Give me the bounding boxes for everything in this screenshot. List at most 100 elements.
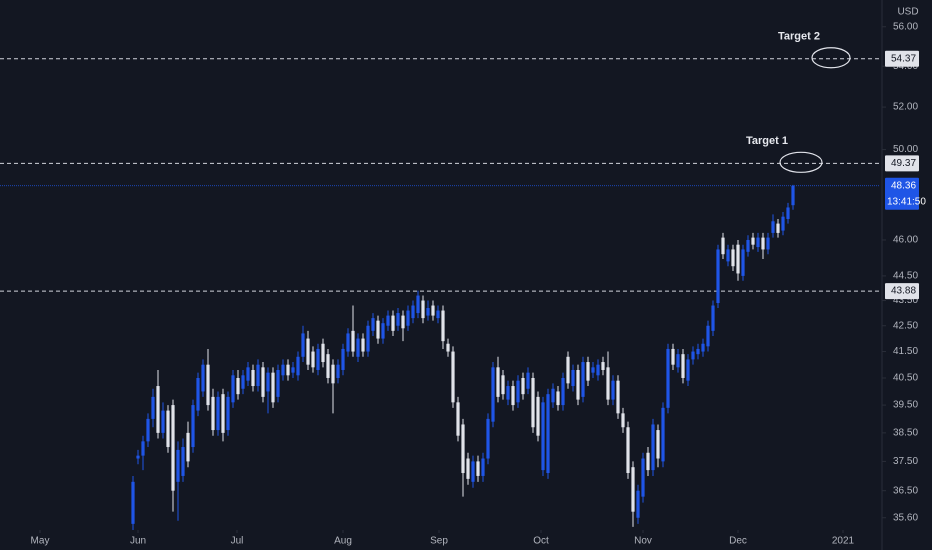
candle-body <box>366 325 370 352</box>
candle-body <box>656 430 660 459</box>
candle-body <box>341 348 345 370</box>
candle-body <box>561 377 565 406</box>
y-tick-label: 42.50 <box>893 320 918 331</box>
candle-body <box>651 424 655 471</box>
target-ellipse <box>811 47 851 69</box>
candle-body <box>201 364 205 392</box>
candle-body <box>681 354 685 378</box>
candle-body <box>186 432 190 462</box>
candle-body <box>531 377 535 428</box>
candle-body <box>506 386 510 400</box>
price-label-box <box>885 283 919 300</box>
candle-body <box>661 407 665 462</box>
candle-body <box>146 418 150 442</box>
x-tick-label: Jun <box>130 536 146 547</box>
candle-body <box>401 315 405 329</box>
candle-body <box>336 364 340 378</box>
y-tick-label: 38.50 <box>893 428 918 439</box>
candle-body <box>281 364 285 376</box>
candle-body <box>596 364 600 376</box>
candle-body <box>576 369 580 400</box>
candle-body <box>301 333 305 357</box>
price-label-box <box>885 50 919 67</box>
y-tick-label: 50.00 <box>893 144 918 155</box>
countdown-label: 13:41:50 <box>887 196 926 207</box>
last-price-box <box>885 177 919 210</box>
candle-body <box>151 396 155 419</box>
candle-body <box>461 424 465 474</box>
y-tick-label: 36.50 <box>893 485 918 496</box>
y-tick-label: 39.50 <box>893 400 918 411</box>
candle-body <box>411 305 415 319</box>
annotation: Target 2 <box>778 31 820 43</box>
candle-body <box>296 356 300 376</box>
x-tick-label: Jul <box>231 536 244 547</box>
candle-body <box>331 364 335 384</box>
candle-body <box>156 386 160 433</box>
candle-body <box>436 310 440 319</box>
y-tick-label: 40.50 <box>893 373 918 384</box>
x-tick-label: May <box>31 536 50 547</box>
candle-body <box>141 441 145 456</box>
candle-body <box>481 458 485 476</box>
candle-body <box>466 458 470 479</box>
candle-body <box>361 338 365 352</box>
candle-body <box>231 375 235 403</box>
price-label-box <box>885 155 919 172</box>
y-tick-label: 41.50 <box>893 346 918 357</box>
candle-body <box>491 367 495 422</box>
candle-body <box>196 377 200 411</box>
candle-body <box>536 396 540 436</box>
candle-body <box>311 351 315 368</box>
candle-body <box>721 237 725 255</box>
candle-body <box>451 351 455 403</box>
candle-body <box>556 391 560 406</box>
y-tick-label: 46.00 <box>893 235 918 246</box>
candle-body <box>386 315 390 326</box>
candle-body <box>426 308 430 316</box>
candle-body <box>586 362 590 381</box>
candle-body <box>176 449 180 482</box>
candle-body <box>541 402 545 471</box>
candle-body <box>321 343 325 363</box>
price-label: 43.88 <box>891 286 916 297</box>
x-tick-label: Aug <box>334 536 352 547</box>
candle-body <box>246 367 250 381</box>
candle-body <box>526 372 530 389</box>
candle-body <box>746 239 750 252</box>
candle-body <box>356 338 360 357</box>
candle-body <box>346 333 350 352</box>
candle-body <box>791 185 795 206</box>
candle-body <box>226 396 230 431</box>
candle-body <box>776 223 780 233</box>
candle-body <box>241 375 245 389</box>
x-tick-label: Dec <box>729 536 747 547</box>
candle-body <box>751 237 755 245</box>
candle-body <box>431 305 435 316</box>
candle-body <box>256 364 260 387</box>
candle-body <box>396 313 400 326</box>
candle-body <box>236 377 240 395</box>
candle-body <box>456 402 460 436</box>
candle-body <box>761 237 765 250</box>
candle-body <box>606 367 610 400</box>
candle-body <box>781 216 785 231</box>
candle-body <box>316 348 320 370</box>
candle-body <box>581 362 585 397</box>
candle-body <box>666 348 670 408</box>
candle-body <box>266 372 270 392</box>
candle-body <box>371 318 375 331</box>
candle-body <box>671 348 675 365</box>
x-tick-label: Nov <box>634 536 652 547</box>
annotation: Target 1 <box>746 135 788 147</box>
candle-body <box>406 310 410 326</box>
candle-body <box>771 221 775 233</box>
candle-body <box>501 375 505 395</box>
x-tick-label: 2021 <box>832 536 855 547</box>
candle-body <box>731 249 735 267</box>
candle-body <box>676 354 680 368</box>
candle-body <box>166 410 170 448</box>
candle-body <box>706 325 710 347</box>
candle-body <box>611 380 615 400</box>
candle-body <box>416 295 420 314</box>
